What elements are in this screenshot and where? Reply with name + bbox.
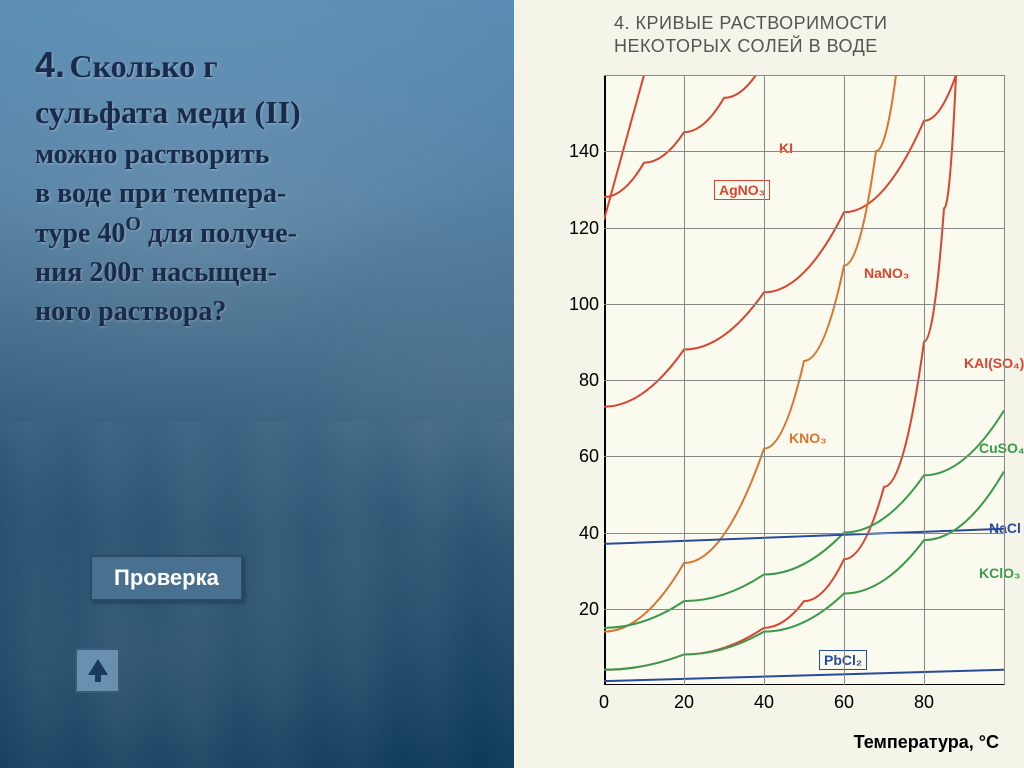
x-axis-label: Температура, °C [854, 732, 999, 753]
grid-line-v [924, 75, 925, 685]
chart-container: 4. КРИВЫЕ РАСТВОРИМОСТИ НЕКОТОРЫХ СОЛЕЙ … [514, 0, 1024, 768]
question-body-line3: туре 40О для получе- [35, 214, 485, 253]
curve-label-NaNO3: NaNO₃ [864, 265, 909, 281]
y-tick-label: 100 [559, 294, 599, 315]
question-body-line1: можно растворить [35, 135, 485, 174]
question-body-line4: ния 200г насыщен- [35, 253, 485, 292]
chart-plot-area: KIAgNO₃NaNO₃KAl(SO₄)₂KNO₃CuSO₄NaClKClO₃P… [604, 75, 1004, 685]
curve-label-KNO3: KNO₃ [789, 430, 827, 446]
nav-stem-icon [95, 670, 101, 682]
x-tick-label: 60 [829, 692, 859, 713]
x-axis [604, 684, 1004, 686]
x-tick-label: 40 [749, 692, 779, 713]
y-tick-label: 120 [559, 218, 599, 239]
grid-line-h [604, 151, 1004, 152]
question-bold-line2: сульфата меди (II) [35, 90, 485, 135]
question-body-line2: в воде при темпера- [35, 174, 485, 213]
curve-KAlSO42 [604, 75, 956, 670]
grid-line-h [604, 456, 1004, 457]
grid-line-h [604, 609, 1004, 610]
grid-line-h [604, 304, 1004, 305]
grid-line-h [604, 228, 1004, 229]
x-tick-label: 20 [669, 692, 699, 713]
question-number: 4. [35, 44, 65, 85]
curve-AgNO3 [604, 75, 644, 220]
y-tick-label: 20 [559, 599, 599, 620]
y-tick-label: 80 [559, 370, 599, 391]
curve-KNO3 [604, 75, 896, 632]
y-tick-label: 60 [559, 446, 599, 467]
nav-home-button[interactable] [75, 648, 120, 693]
degree-symbol: О [125, 213, 141, 235]
grid-line-h [604, 75, 1004, 76]
check-button[interactable]: Проверка [90, 555, 243, 601]
y-tick-label: 140 [559, 141, 599, 162]
chart-title: 4. КРИВЫЕ РАСТВОРИМОСТИ НЕКОТОРЫХ СОЛЕЙ … [614, 12, 1004, 59]
curve-KI [604, 75, 756, 197]
y-tick-label: 40 [559, 523, 599, 544]
curve-label-KI: KI [779, 140, 793, 156]
curve-label-KAlSO42: KAl(SO₄)₂ [964, 355, 1024, 371]
curve-label-CuSO4: CuSO₄ [979, 440, 1024, 456]
question-body-line5: ного раствора? [35, 292, 485, 331]
curve-label-KClO3: KClO₃ [979, 565, 1020, 581]
x-tick-label: 80 [909, 692, 939, 713]
curve-KClO3 [604, 472, 1004, 670]
curve-PbCl2 [604, 670, 1004, 681]
curve-NaNO3 [604, 75, 956, 407]
grid-line-h [604, 533, 1004, 534]
curve-NaCl [604, 529, 1004, 544]
grid-line-v [844, 75, 845, 685]
question-bold-line1: Сколько г [69, 48, 217, 84]
grid-line-v [684, 75, 685, 685]
question-text: 4. Сколько г сульфата меди (II) можно ра… [35, 40, 485, 331]
curve-label-AgNO3: AgNO₃ [714, 180, 770, 200]
grid-line-h [604, 380, 1004, 381]
grid-line-v [764, 75, 765, 685]
x-tick-label: 0 [589, 692, 619, 713]
grid-line-v [1004, 75, 1005, 685]
